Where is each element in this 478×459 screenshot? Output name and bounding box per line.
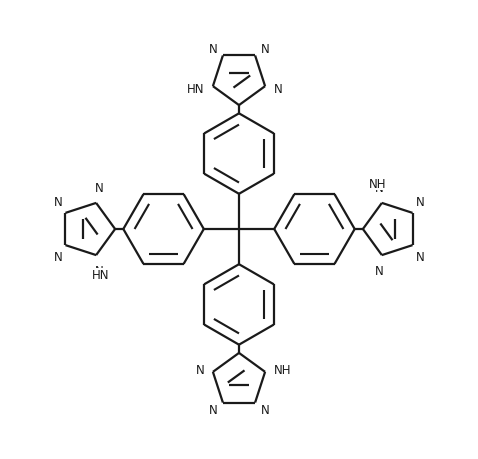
Text: N: N — [261, 403, 269, 416]
Text: N: N — [209, 43, 217, 56]
Text: N: N — [196, 363, 204, 376]
Text: N: N — [415, 251, 424, 264]
Text: N: N — [375, 264, 383, 277]
Text: N: N — [54, 195, 63, 208]
Text: NH: NH — [274, 363, 291, 376]
Text: N: N — [95, 264, 103, 277]
Text: N: N — [95, 182, 103, 195]
Text: NH: NH — [369, 178, 386, 190]
Text: N: N — [375, 182, 383, 195]
Text: N: N — [274, 83, 282, 96]
Text: N: N — [261, 43, 269, 56]
Text: HN: HN — [187, 83, 204, 96]
Text: N: N — [209, 403, 217, 416]
Text: N: N — [54, 251, 63, 264]
Text: N: N — [415, 195, 424, 208]
Text: HN: HN — [92, 269, 109, 281]
